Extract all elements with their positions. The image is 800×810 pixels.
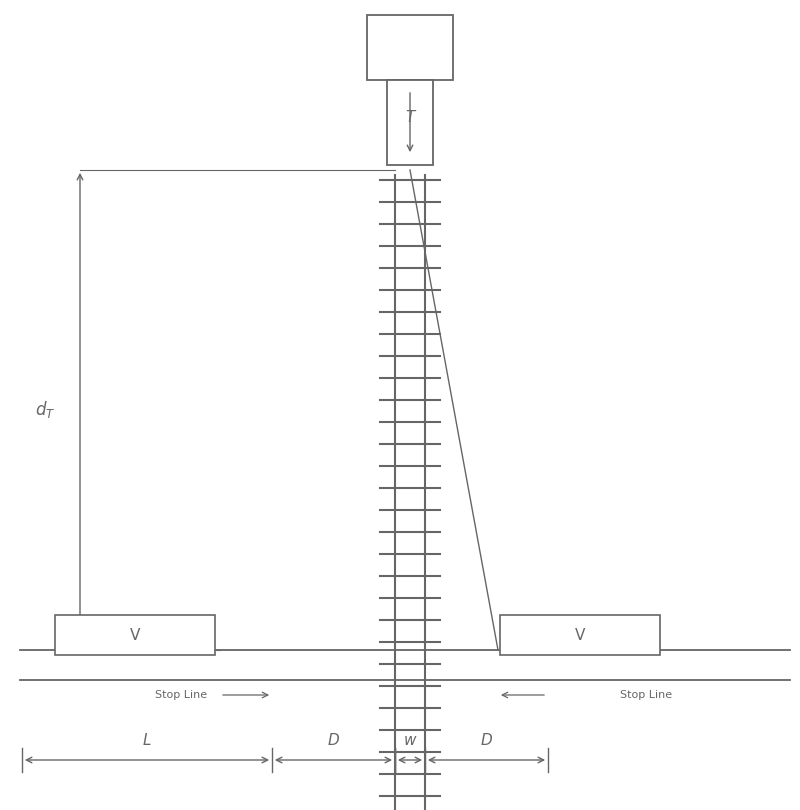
Text: Stop Line: Stop Line xyxy=(620,690,672,700)
Bar xyxy=(387,80,433,165)
Text: T: T xyxy=(406,110,414,125)
Text: $D$: $D$ xyxy=(327,732,340,748)
Text: $w$: $w$ xyxy=(402,733,418,748)
Text: $d_T$: $d_T$ xyxy=(34,399,55,420)
Bar xyxy=(367,15,453,80)
Bar xyxy=(500,615,660,655)
Text: V: V xyxy=(130,628,140,642)
Text: $D$: $D$ xyxy=(480,732,493,748)
Text: $L$: $L$ xyxy=(142,732,152,748)
Text: V: V xyxy=(575,628,585,642)
Bar xyxy=(55,615,215,655)
Text: Stop Line: Stop Line xyxy=(155,690,207,700)
